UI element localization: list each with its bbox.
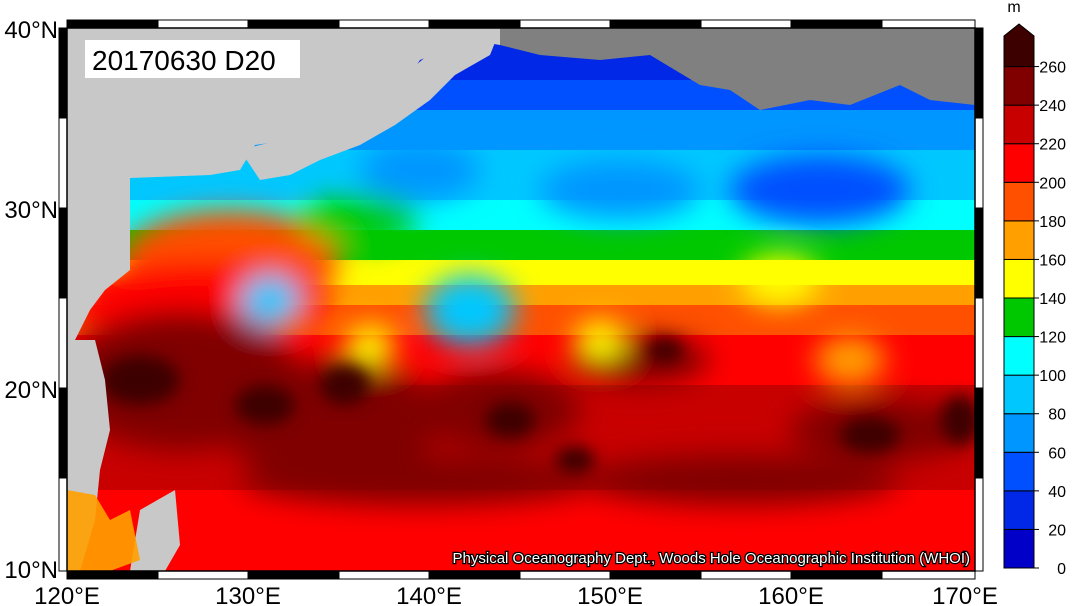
title-box bbox=[85, 40, 300, 78]
frame-segment-top bbox=[519, 19, 611, 29]
frame-segment-left bbox=[58, 117, 68, 209]
colorbar-tick-label: 260 bbox=[1039, 60, 1066, 77]
x-tick-120e: 120°E bbox=[34, 583, 100, 606]
frame-segment-right bbox=[974, 117, 984, 209]
frame-segment-top bbox=[247, 19, 340, 29]
frame-segment-right bbox=[974, 297, 984, 389]
frame-segment-bottom bbox=[609, 570, 702, 580]
frame-outline bbox=[66, 27, 976, 572]
colorbar-tick-label: 180 bbox=[1039, 214, 1066, 231]
map-frame bbox=[58, 19, 984, 580]
frame-segment-top bbox=[609, 19, 702, 29]
colorbar-unit: m bbox=[1007, 0, 1020, 16]
frame-segment-bottom bbox=[338, 570, 430, 580]
colorbar-tick-label: 0 bbox=[1057, 561, 1066, 578]
eddy-field bbox=[67, 140, 970, 505]
frame-segment-left bbox=[58, 387, 68, 479]
colorbar-tick-label: 220 bbox=[1039, 137, 1066, 154]
frame-segment-right bbox=[974, 27, 984, 119]
frame-segment-bottom bbox=[519, 570, 611, 580]
frame-segment-right bbox=[974, 387, 984, 479]
frame-segment-top bbox=[338, 19, 430, 29]
frame-segment-bottom bbox=[157, 570, 249, 580]
frame-segment-left bbox=[58, 207, 68, 299]
x-tick-140e: 140°E bbox=[396, 583, 462, 606]
colorbar-swatch bbox=[1003, 490, 1035, 530]
land-islands-south bbox=[130, 490, 180, 571]
frame-segment-left bbox=[58, 477, 68, 572]
frame-segment-top bbox=[790, 19, 883, 29]
land-mass bbox=[67, 28, 975, 571]
frame-segment-bottom bbox=[700, 570, 792, 580]
colorbar-tick-label: 240 bbox=[1039, 98, 1066, 115]
warm-shelf-patch bbox=[67, 490, 140, 571]
colorbar-tick-label: 60 bbox=[1048, 445, 1066, 462]
frame-segment-bottom bbox=[428, 570, 521, 580]
frame-segment-bottom bbox=[247, 570, 340, 580]
colorbar-swatch bbox=[1003, 528, 1035, 569]
frame-segment-right bbox=[974, 477, 984, 572]
colorbar-tick-label: 140 bbox=[1039, 291, 1066, 308]
frame-segment-left bbox=[58, 27, 68, 119]
colorbar-tick-label: 80 bbox=[1048, 407, 1066, 424]
frame-segment-top bbox=[157, 19, 249, 29]
colorbar-swatch bbox=[1003, 297, 1035, 338]
x-tick-170e: 170°E bbox=[932, 583, 998, 606]
colorbar: m 0 20 40 60 80 100 120 140 160 180 200 220 240 260 bbox=[1003, 0, 1066, 578]
frame-segment-top bbox=[66, 19, 159, 29]
colorbar-swatch bbox=[1003, 413, 1035, 453]
credit-text: Physical Oceanography Dept., Woods Hole … bbox=[453, 550, 970, 567]
colorbar-tick-label: 200 bbox=[1039, 175, 1066, 192]
colorbar-tick-label: 100 bbox=[1039, 368, 1066, 385]
frame-segment-left bbox=[58, 297, 68, 389]
frame-segment-top bbox=[700, 19, 792, 29]
y-tick-10n: 10°N bbox=[4, 557, 58, 584]
frame-segment-bottom bbox=[881, 570, 976, 580]
colorbar-swatch bbox=[1003, 104, 1035, 145]
land-north-pacific bbox=[500, 28, 975, 110]
x-tick-160e: 160°E bbox=[758, 583, 824, 606]
land-japan bbox=[240, 30, 500, 180]
frame-segment-bottom bbox=[790, 570, 883, 580]
eddy-cores bbox=[100, 338, 975, 474]
map-title: 20170630 D20 bbox=[92, 45, 276, 76]
colorbar-tick-label: 20 bbox=[1048, 522, 1066, 539]
colorbar-tick-label: 40 bbox=[1048, 484, 1066, 501]
colorbar-tick-label: 160 bbox=[1039, 252, 1066, 269]
land-asia bbox=[67, 28, 500, 340]
y-tick-30n: 30°N bbox=[4, 197, 58, 224]
frame-segment-right bbox=[974, 207, 984, 299]
colorbar-tick-label: 120 bbox=[1039, 330, 1066, 347]
colorbar-swatch bbox=[1003, 66, 1035, 106]
colorbar-swatch bbox=[1003, 220, 1035, 260]
frame-segment-bottom bbox=[66, 570, 159, 580]
map-plot-area: 20170630 D20 Physical Oceanography Dept.… bbox=[67, 28, 975, 571]
x-tick-150e: 150°E bbox=[577, 583, 643, 606]
colorbar-swatch bbox=[1003, 258, 1035, 299]
frame-segment-top bbox=[881, 19, 976, 29]
frame-segment-top bbox=[428, 19, 521, 29]
colorbar-swatch bbox=[1003, 451, 1035, 492]
x-tick-130e: 130°E bbox=[215, 583, 281, 606]
colorbar-swatch bbox=[1003, 23, 1035, 68]
colorbar-swatch bbox=[1003, 181, 1035, 222]
axis-tick-labels: 120°E 130°E 140°E 150°E 160°E 170°E 40°N… bbox=[4, 17, 997, 606]
colorbar-swatch bbox=[1003, 374, 1035, 415]
y-tick-40n: 40°N bbox=[4, 17, 58, 44]
colorbar-swatch bbox=[1003, 336, 1035, 376]
colorbar-swatch bbox=[1003, 143, 1035, 183]
y-tick-20n: 20°N bbox=[4, 377, 58, 404]
